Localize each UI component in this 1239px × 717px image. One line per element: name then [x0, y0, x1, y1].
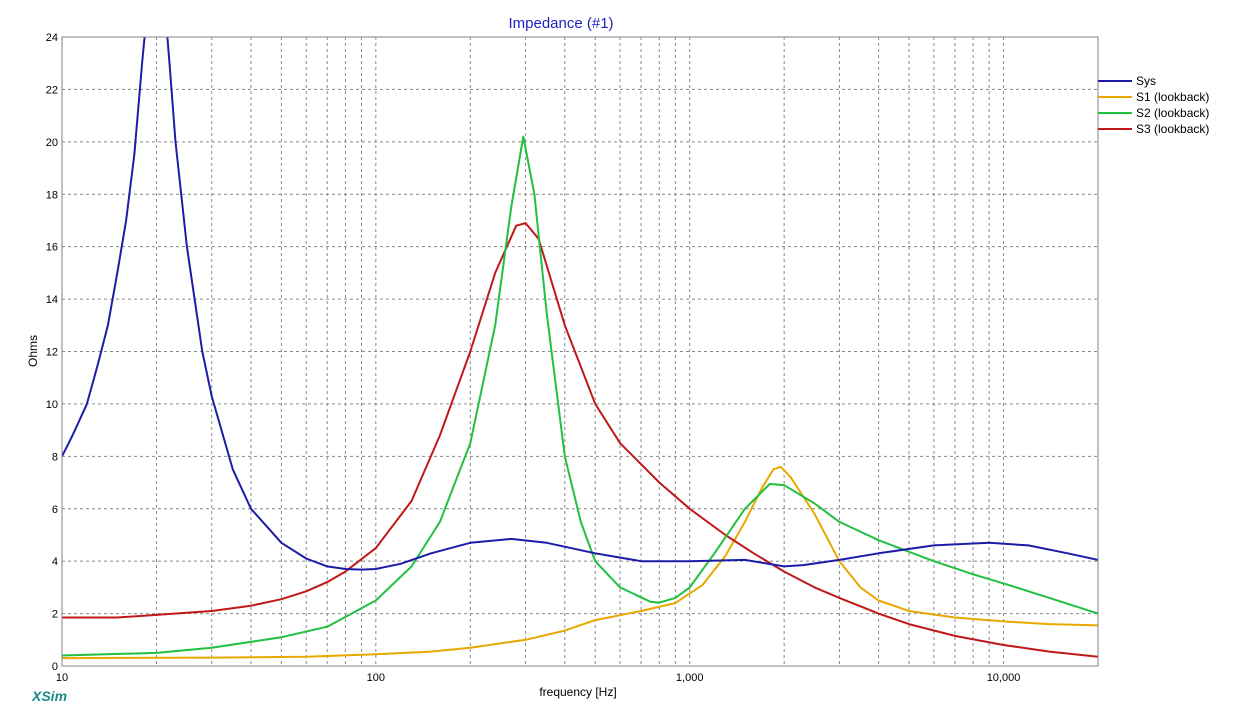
x-tick-label: 100: [367, 672, 385, 684]
y-tick-label: 8: [52, 451, 58, 463]
x-tick-label: 10: [56, 672, 68, 684]
y-tick-label: 10: [46, 399, 58, 411]
series-layer: [62, 37, 1098, 660]
y-tick-label: 16: [46, 242, 58, 254]
chart-title: Impedance (#1): [508, 15, 613, 32]
grid-layer: [62, 37, 1098, 666]
legend-label-s3-lookback: S3 (lookback): [1136, 122, 1209, 136]
x-tick-label: 1,000: [676, 672, 704, 684]
y-tick-label: 6: [52, 504, 58, 516]
y-tick-label: 12: [46, 347, 58, 359]
y-axis-label: Ohms: [26, 335, 40, 367]
series-line-s3-lookback: [62, 222, 1098, 658]
plot-frame: [61, 36, 1099, 667]
y-tick-label: 4: [52, 556, 58, 568]
legend-label-s1-lookback: S1 (lookback): [1136, 90, 1209, 104]
y-tick-label: 18: [46, 189, 58, 201]
series-line-sys: [62, 37, 1098, 571]
y-tick-label: 20: [46, 137, 58, 149]
legend-label-sys: Sys: [1136, 74, 1156, 88]
y-tick-label: 0: [52, 661, 58, 673]
legend-label-s2-lookback: S2 (lookback): [1136, 106, 1209, 120]
y-tick-label: 14: [46, 294, 58, 306]
legend: Sys S1 (lookback) S2 (lookback) S3 (lookbac…: [1098, 74, 1209, 136]
series-line-s1-lookback: [62, 465, 1098, 660]
brand-logo-text: XSim: [32, 688, 68, 704]
y-tick-label: 2: [52, 609, 58, 621]
y-tick-label: 22: [46, 84, 58, 96]
y-tick-label: 24: [46, 32, 58, 44]
series-line-s2-lookback: [62, 135, 1098, 657]
x-axis-label: frequency [Hz]: [539, 685, 616, 699]
x-tick-label: 10,000: [987, 672, 1021, 684]
